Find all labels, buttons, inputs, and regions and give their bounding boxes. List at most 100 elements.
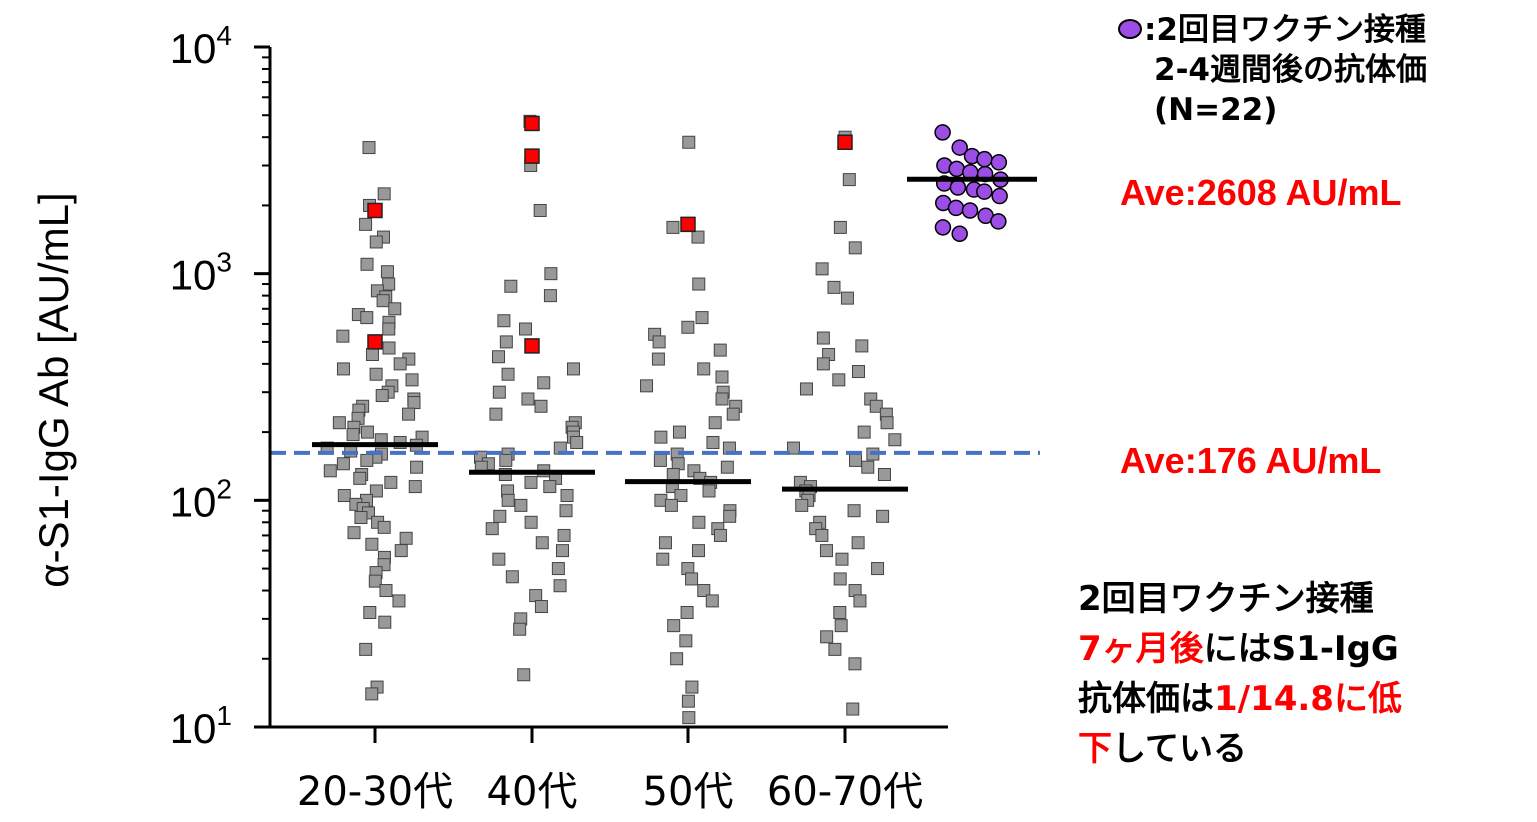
reference-point [990, 154, 1008, 171]
data-point [702, 484, 716, 498]
data-point [354, 510, 368, 524]
data-point [846, 702, 860, 716]
data-point [651, 352, 665, 366]
data-point [544, 267, 558, 281]
annotation-ave-low: Ave:176 AU/mL [1120, 440, 1382, 481]
data-point [691, 544, 705, 558]
highlighted-point [524, 115, 540, 132]
data-point [365, 537, 379, 551]
data-point [382, 341, 396, 355]
reference-point [961, 202, 979, 219]
data-point [682, 711, 696, 725]
data-point [553, 579, 567, 593]
data-point [513, 622, 527, 636]
data-point [692, 515, 706, 529]
data-point [658, 536, 672, 550]
data-point [691, 230, 705, 244]
data-point [815, 262, 829, 276]
reference-point [951, 139, 968, 156]
data-point [555, 544, 569, 558]
data-point [692, 277, 706, 291]
data-point [332, 416, 346, 430]
data-point [399, 531, 413, 545]
data-point [842, 173, 856, 187]
mean-bars [270, 176, 1040, 492]
data-point [680, 605, 694, 619]
data-point [323, 464, 337, 478]
data-point [787, 441, 801, 455]
data-point [697, 362, 711, 376]
annotation-ave-high: Ave:2608 AU/mL [1120, 172, 1402, 213]
data-point [347, 526, 361, 540]
data-point [833, 605, 847, 619]
data-point [504, 279, 518, 293]
data-point [674, 489, 688, 503]
data-point [652, 335, 666, 349]
data-point [723, 509, 737, 523]
data-point [715, 392, 729, 406]
data-point [543, 289, 557, 303]
data-point [833, 572, 847, 586]
data-point [715, 370, 729, 384]
data-point [681, 694, 695, 708]
data-point [524, 515, 538, 529]
data-point [795, 498, 809, 512]
data-point [833, 220, 847, 234]
legend-entry-line1: :2回目ワクチン接種 [1118, 10, 1427, 50]
reference-point [949, 179, 967, 196]
data-point [492, 350, 506, 364]
data-point [499, 335, 513, 349]
summary-note: 2回目ワクチン接種 7ヶ月後にはS1-IgG 抗体価は1/14.8に低 下してい… [1078, 574, 1402, 774]
highlighted-point [367, 334, 383, 350]
data-point [708, 416, 722, 430]
data-point [369, 367, 383, 381]
highlighted-point [680, 216, 696, 233]
x-tick-label: 60-70代 [767, 769, 923, 815]
data-point [851, 536, 865, 550]
y-ticks: 101 102 103 104 [170, 20, 270, 752]
data-point [713, 343, 727, 357]
data-point [514, 498, 528, 512]
data-point [849, 453, 863, 467]
data-point [559, 504, 573, 518]
data-point [671, 457, 685, 471]
data-point [336, 329, 350, 343]
data-point [388, 302, 402, 316]
highlighted-point [524, 148, 540, 164]
data-point [827, 280, 841, 294]
data-point [336, 362, 350, 376]
data-point [667, 619, 681, 633]
data-point [851, 365, 865, 379]
data-point [685, 680, 699, 694]
data-point [393, 357, 407, 371]
data-point [726, 407, 740, 421]
data-point [653, 453, 667, 467]
data-point [695, 311, 709, 325]
data-point [337, 489, 351, 503]
data-point [365, 687, 379, 701]
data-point [560, 489, 574, 503]
data-point [685, 572, 699, 586]
reference-point [947, 199, 965, 217]
data-point [855, 339, 869, 353]
data-point [697, 584, 711, 598]
axes [268, 47, 948, 729]
data-point [666, 220, 680, 234]
legend-entry-line3: (N=22) [1154, 92, 1278, 128]
data-point [682, 135, 696, 149]
data-point [828, 642, 842, 656]
x-tick-label: 20-30代 [297, 769, 453, 815]
data-point [384, 475, 398, 489]
note-line3: 抗体価は1/14.8に低 [1078, 679, 1402, 719]
data-point [497, 314, 511, 328]
data-point [346, 428, 360, 442]
data-point [410, 460, 424, 474]
reference-point [948, 160, 965, 178]
data-point [834, 619, 848, 633]
data-point [359, 217, 373, 231]
reference-point [991, 187, 1008, 205]
data-point [799, 382, 813, 396]
y-tick-label: 104 [170, 20, 232, 72]
data-point [720, 460, 734, 474]
